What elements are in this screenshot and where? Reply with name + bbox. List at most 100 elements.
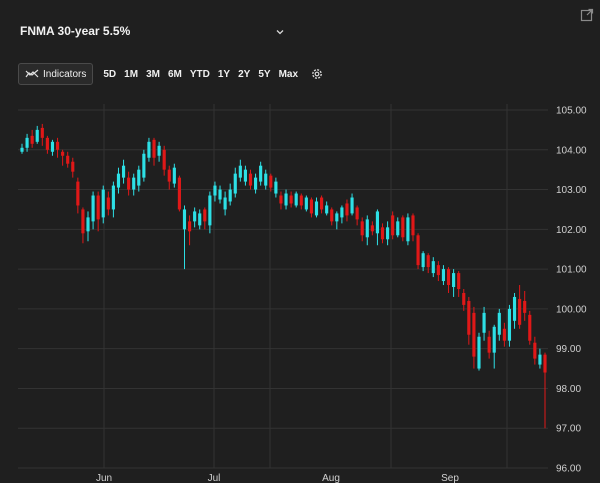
y-tick-label: 99.00	[556, 344, 581, 355]
candle-body	[269, 175, 273, 188]
candle-body	[274, 181, 278, 194]
candle-body	[309, 199, 314, 214]
candle-body	[157, 145, 161, 156]
y-tick-label: 105.00	[556, 106, 587, 117]
candle-body	[294, 193, 298, 206]
candle-body	[330, 209, 334, 222]
y-tick-label: 104.00	[556, 145, 587, 156]
candle-body	[426, 255, 430, 268]
candle-body	[172, 167, 176, 184]
candle-body	[512, 296, 517, 321]
candle-body	[106, 197, 110, 210]
gear-icon[interactable]	[310, 67, 324, 81]
security-title: FNMA 30-year 5.5%	[20, 24, 131, 38]
candle-body	[436, 265, 440, 276]
range-6m-button[interactable]: 6M	[167, 68, 182, 80]
range-1y-button[interactable]: 1Y	[217, 68, 231, 80]
chart-header: FNMA 30-year 5.5%	[0, 0, 600, 60]
candle-body	[218, 189, 222, 200]
candle-body	[76, 181, 80, 206]
y-tick-label: 97.00	[556, 424, 581, 435]
chevron-down-icon[interactable]	[274, 26, 286, 38]
candle-body	[380, 227, 385, 240]
candle-body	[137, 169, 141, 186]
candle-body	[507, 308, 512, 341]
range-5y-button[interactable]: 5Y	[258, 68, 271, 80]
candle-body	[264, 173, 268, 186]
candle-body	[314, 201, 319, 216]
range-2y-button[interactable]: 2Y	[238, 68, 251, 80]
candle-body	[40, 127, 44, 138]
candle-body	[25, 137, 29, 148]
range-5d-button[interactable]: 5D	[103, 68, 117, 80]
candle-body	[193, 211, 197, 222]
candle-body	[497, 312, 501, 335]
x-tick-label: Sep	[441, 473, 459, 483]
candle-body	[370, 225, 374, 232]
candle-body	[467, 300, 471, 335]
candle-body	[147, 141, 151, 158]
candle-body	[162, 149, 166, 170]
x-tick-label: Jul	[208, 473, 221, 483]
candle-body	[355, 207, 359, 220]
candle-body	[401, 217, 405, 238]
candle-body	[533, 342, 537, 359]
candle-body	[543, 354, 547, 373]
candle-body	[127, 177, 131, 190]
candle-body	[101, 189, 105, 218]
candle-body	[213, 185, 217, 196]
candle-body	[523, 300, 527, 313]
range-max-button[interactable]: Max	[278, 68, 299, 80]
candle-body	[411, 215, 415, 236]
candle-body	[142, 153, 146, 178]
candle-body	[350, 197, 354, 214]
candle-body	[66, 155, 70, 164]
candle-body	[259, 165, 263, 182]
y-tick-label: 103.00	[556, 185, 587, 196]
chart-toolbar: Indicators 5D 1M 3M 6M YTD 1Y 2Y 5Y Max	[18, 63, 324, 85]
candle-body	[187, 221, 192, 232]
y-tick-label: 98.00	[556, 384, 581, 395]
range-1m-button[interactable]: 1M	[124, 68, 139, 80]
indicators-button[interactable]: Indicators	[18, 63, 94, 85]
candle-body	[121, 165, 126, 178]
candle-body	[152, 139, 156, 158]
candle-body	[340, 207, 344, 218]
candle-body	[375, 211, 380, 234]
candle-body	[492, 326, 496, 353]
candle-body	[386, 227, 390, 240]
candle-body	[391, 215, 395, 236]
candle-body	[116, 173, 121, 188]
candle-body	[416, 235, 420, 266]
candle-body	[325, 205, 329, 214]
candle-body	[482, 312, 486, 333]
candle-body	[238, 165, 242, 178]
indicators-label: Indicators	[43, 68, 87, 80]
candle-body	[528, 314, 532, 341]
candle-body	[91, 195, 95, 222]
candle-body	[284, 193, 288, 206]
candle-body	[55, 141, 60, 150]
candle-body	[441, 269, 446, 282]
candle-body	[487, 336, 491, 353]
candle-body	[243, 169, 247, 182]
range-3m-button[interactable]: 3M	[146, 68, 160, 80]
candle-body	[477, 336, 481, 369]
candle-body	[538, 354, 542, 365]
candle-body	[320, 197, 324, 210]
candle-body	[177, 177, 181, 210]
candle-body	[71, 161, 75, 172]
candle-body	[446, 269, 451, 286]
external-link-icon[interactable]	[580, 8, 594, 22]
candle-body	[198, 213, 202, 226]
candle-body	[396, 221, 400, 236]
candle-body	[81, 209, 85, 234]
range-ytd-button[interactable]: YTD	[189, 68, 210, 80]
candle-body	[35, 129, 39, 142]
security-selector[interactable]: FNMA 30-year 5.5%	[20, 24, 130, 38]
indicators-icon	[25, 69, 39, 78]
x-tick-label: Aug	[322, 473, 340, 483]
candle-body	[360, 221, 364, 236]
candle-body	[518, 298, 522, 325]
